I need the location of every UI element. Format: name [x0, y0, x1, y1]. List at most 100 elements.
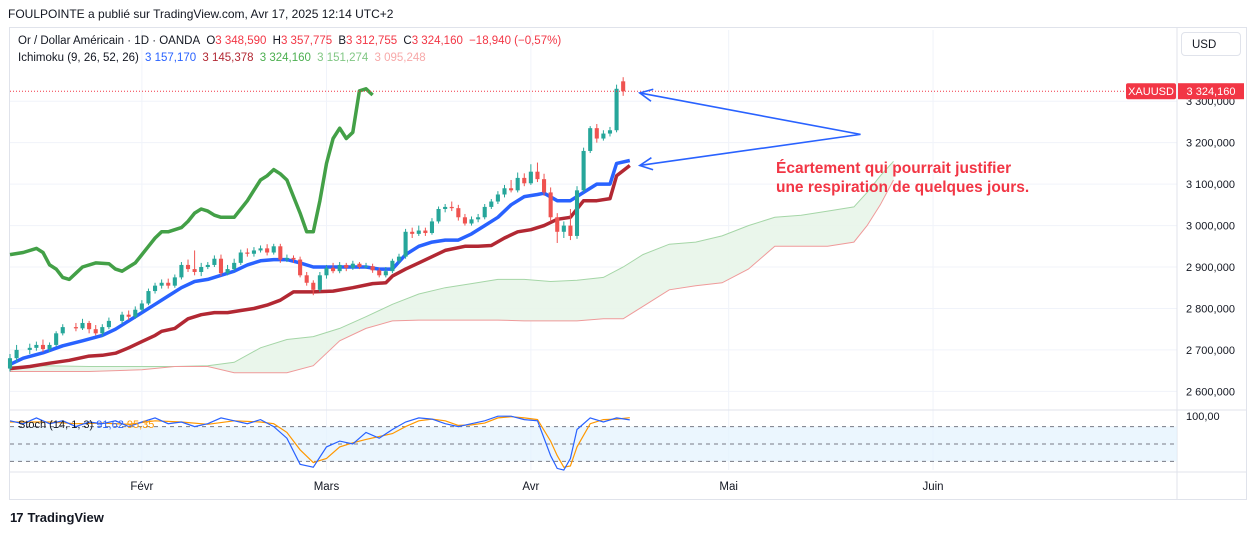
candle [588, 126, 593, 154]
stoch-d-line [10, 416, 630, 468]
candle [146, 288, 151, 306]
candle [383, 267, 388, 278]
candle [509, 179, 514, 193]
candle-body [495, 194, 500, 202]
candle [73, 322, 78, 332]
candle-body [199, 267, 204, 272]
candle [172, 274, 177, 288]
ichimoku-tenkan-value: 3 157,170 [145, 52, 197, 64]
annotation-line-1: Écartement qui pourrait justifier [776, 160, 1012, 177]
candle [225, 264, 230, 276]
candle-body [291, 257, 296, 260]
candle-body [574, 190, 580, 236]
candle-body [561, 225, 566, 232]
candle [47, 342, 52, 352]
candle-body [278, 246, 283, 260]
candle [443, 204, 448, 213]
ichimoku-span-b-value: 3 095,248 [374, 52, 426, 64]
candle-body [34, 344, 39, 348]
stoch-d-value: 95,35 [126, 419, 155, 431]
candle [93, 325, 98, 336]
candle [324, 264, 329, 279]
candle-body [594, 128, 599, 139]
candle [205, 262, 210, 270]
candle-body [429, 221, 435, 234]
candle-body [476, 217, 481, 220]
high-value: 3 357,775 [280, 35, 333, 47]
candle [363, 262, 369, 269]
candle-body [14, 349, 19, 359]
symbol-title: Or / Dollar Américain · 1D · OANDA [18, 35, 201, 47]
candle-body [535, 171, 540, 180]
candle [456, 204, 461, 221]
candle-body [271, 246, 276, 253]
candle-body [482, 206, 487, 218]
candle-body [489, 201, 494, 207]
candle [192, 250, 197, 276]
candle-body [542, 179, 547, 193]
candle [370, 263, 375, 273]
candle [199, 262, 204, 277]
candle [614, 84, 619, 133]
candle [251, 247, 256, 257]
candle [429, 218, 435, 235]
ichimoku-label: Ichimoku (9, 26, 52, 26) [18, 52, 139, 64]
candle [495, 191, 500, 205]
candle-body [396, 256, 402, 261]
candle-body [509, 188, 514, 191]
open-label: O [206, 35, 216, 47]
candle-body [93, 329, 98, 334]
candle-body [120, 314, 125, 321]
candle-body [100, 327, 105, 334]
currency-button[interactable]: USD [1181, 32, 1241, 56]
candle-body [159, 282, 164, 286]
candle-body [528, 171, 533, 184]
tradingview-footer[interactable]: 17 TradingView [10, 510, 104, 525]
candle-body [87, 322, 92, 330]
candle-body [172, 277, 177, 286]
candle [298, 256, 303, 278]
candle [449, 201, 454, 212]
candle [476, 213, 481, 223]
candle [60, 324, 65, 336]
candle-body [588, 128, 593, 151]
candle [337, 262, 342, 274]
senkou-span-b-line [10, 179, 894, 374]
candle-body [238, 252, 243, 263]
candle-body [225, 269, 230, 274]
candle-body [621, 81, 626, 92]
candle-body [403, 231, 408, 257]
y-tick-label: 2 900,000 [1186, 262, 1235, 274]
candle-body [317, 275, 322, 290]
candle [278, 243, 283, 263]
price-legend: Or / Dollar Américain · 1D · OANDA O3 34… [18, 35, 564, 47]
candle [502, 184, 507, 198]
candle-body [139, 303, 144, 310]
candle-body [436, 208, 441, 222]
candle-body [607, 130, 613, 134]
candle [185, 259, 191, 272]
candle-body [456, 208, 461, 218]
candle-body [423, 230, 428, 234]
ichimoku-chikou-value: 3 324,160 [259, 52, 311, 64]
candle-body [284, 257, 289, 260]
candle [304, 271, 309, 286]
candle [80, 318, 85, 331]
candle-body [502, 188, 507, 195]
candle-body [80, 322, 85, 329]
arrow-head-upper-icon [637, 88, 654, 102]
candle [34, 341, 39, 351]
stoch-label: Stoch (14, 1, 3) [18, 419, 94, 431]
x-tick-label: Avr [522, 481, 539, 493]
stoch-legend[interactable]: Stoch (14, 1, 3) 91,62 95,35 [18, 419, 154, 431]
ichimoku-legend[interactable]: Ichimoku (9, 26, 52, 26) 3 157,170 3 145… [18, 52, 429, 64]
candle-body [60, 327, 65, 334]
candle [410, 227, 415, 238]
candle [317, 271, 322, 292]
candle-body [377, 270, 382, 276]
candle [311, 280, 316, 296]
candle-body [337, 264, 342, 272]
candle [535, 162, 540, 183]
candle-body [462, 217, 467, 224]
